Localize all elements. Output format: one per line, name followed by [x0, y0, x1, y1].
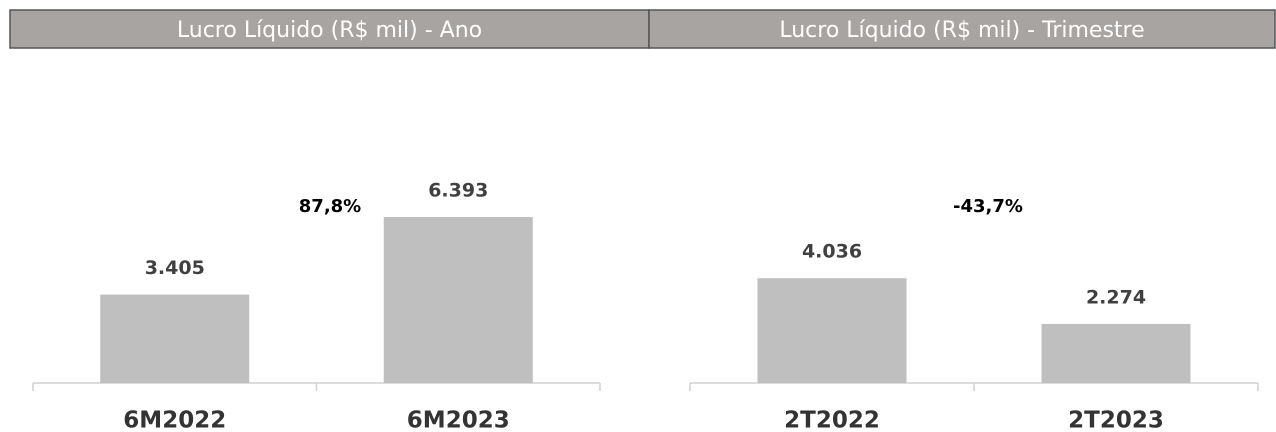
value-label: 4.036	[802, 241, 862, 263]
header-bar	[648, 9, 1276, 49]
value-label: 2.274	[1086, 286, 1146, 308]
header-title: Lucro Líquido (R$ mil) - Trimestre	[779, 18, 1144, 43]
bar	[383, 217, 533, 383]
bar	[100, 294, 250, 383]
value-label: 3.405	[145, 257, 205, 279]
header-title: Lucro Líquido (R$ mil) - Ano	[177, 18, 482, 43]
value-label: 6.393	[428, 180, 488, 202]
header-bar	[9, 9, 650, 49]
x-tick-label: 6M2022	[123, 408, 226, 432]
bar	[1041, 323, 1191, 383]
bar	[757, 278, 907, 383]
x-tick-label: 2T2023	[1068, 408, 1164, 432]
annotation: -43,7%	[953, 196, 1023, 217]
annotation: 87,8%	[299, 196, 361, 217]
x-tick-label: 2T2022	[784, 408, 880, 432]
x-tick-label: 6M2023	[407, 408, 510, 432]
